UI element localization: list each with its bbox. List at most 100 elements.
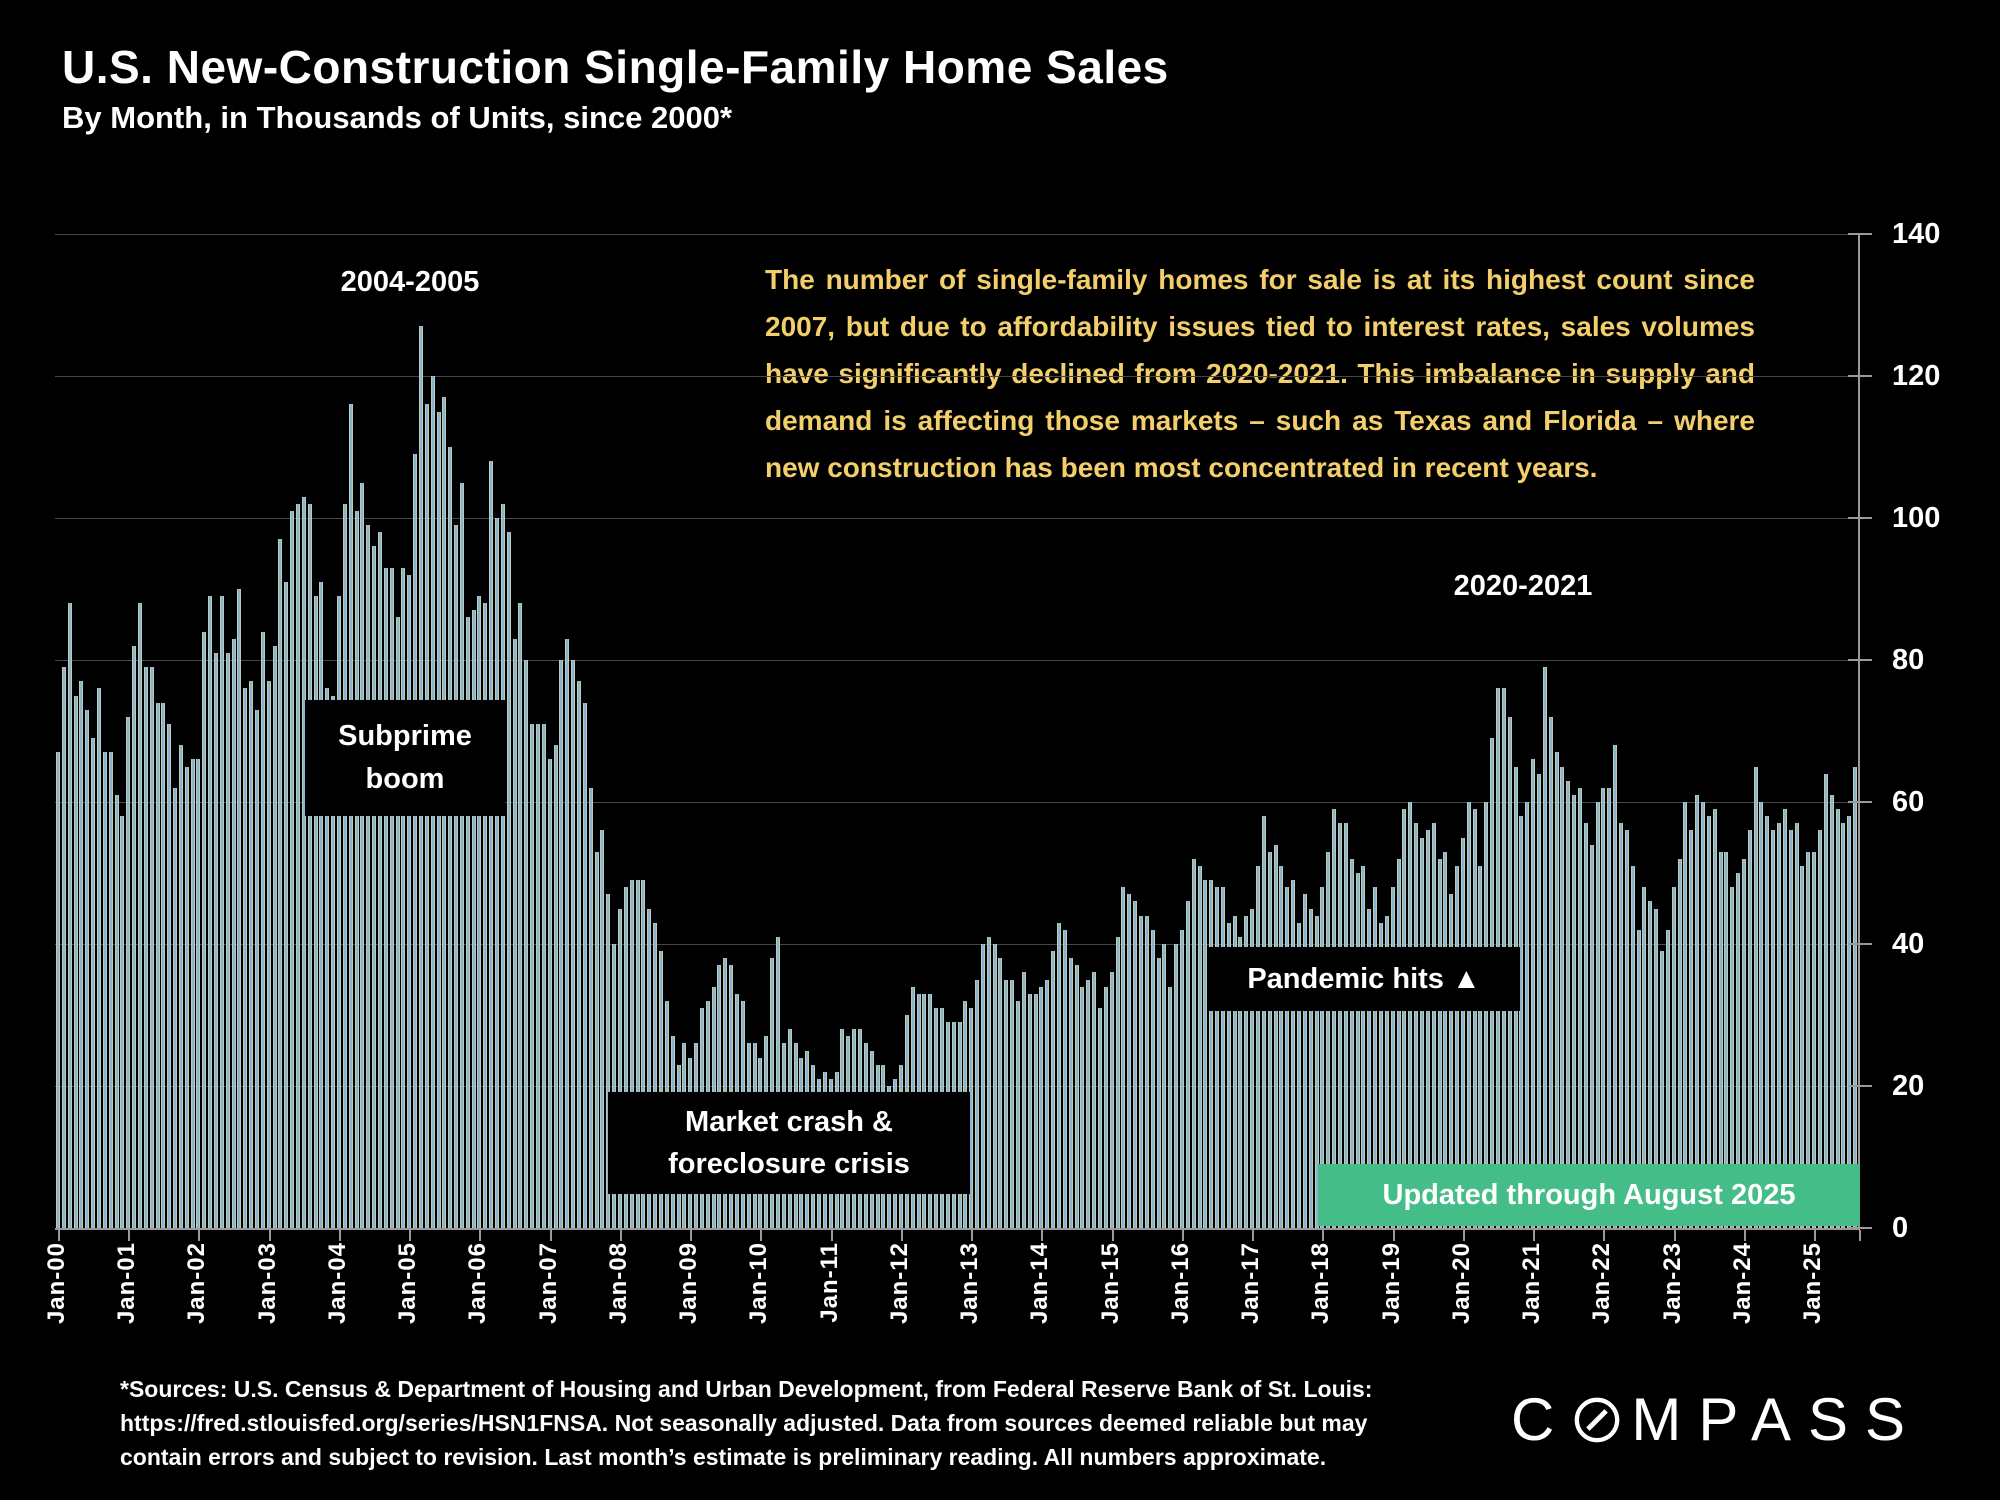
bar [1256,865,1261,1228]
bar [1589,844,1594,1228]
bar [272,645,277,1228]
gridline-60 [55,802,1858,803]
x-tick-Jan-02 [198,1230,201,1241]
bar [459,482,464,1228]
bar [1127,894,1132,1228]
bar [1057,922,1062,1228]
bar [296,503,300,1228]
source-footnote-line-2: https://fred.stlouisfed.org/series/HSN1F… [120,1410,1368,1436]
bar [1074,965,1079,1228]
bar [1847,816,1852,1228]
bar [998,958,1003,1228]
bar [1361,865,1366,1228]
y-tick-140 [1848,233,1872,235]
bar [465,617,470,1228]
bar [1203,880,1208,1228]
bar [1302,894,1307,1228]
annotation-market-crash: Market crash & foreclosure crisis [608,1092,970,1194]
bar [114,794,119,1228]
bar [1168,986,1173,1228]
bar [1097,1007,1102,1228]
bar [1004,979,1009,1228]
bar [617,908,622,1228]
bar [348,404,353,1228]
bar [629,880,634,1228]
x-tick-end [1859,1230,1861,1241]
x-tick-Jan-09 [690,1230,693,1241]
x-tick-label-Jan-19: Jan-19 [1377,1242,1405,1325]
bar [1016,1000,1021,1228]
x-tick-label-Jan-03: Jan-03 [253,1242,281,1325]
bar [1051,951,1056,1228]
bar [167,723,172,1228]
x-tick-label-Jan-17: Jan-17 [1237,1242,1265,1325]
bar [407,574,412,1228]
bar [1373,887,1378,1228]
bar [1537,773,1542,1228]
gridline-80 [55,660,1858,661]
bar [1279,865,1284,1228]
bar [477,596,482,1228]
bar [1010,979,1015,1228]
bar [1138,915,1143,1228]
x-tick-Jan-03 [268,1230,271,1241]
bar [1618,823,1623,1228]
y-tick-0 [1848,1227,1872,1229]
bar [319,581,324,1228]
bar [1338,823,1342,1228]
bar [1314,915,1319,1228]
bar [594,851,599,1228]
bar [1133,901,1138,1228]
bar [1812,851,1817,1228]
y-tick-label-140: 140 [1892,218,1941,250]
bar [495,518,500,1228]
x-tick-label-Jan-13: Jan-13 [956,1242,984,1325]
x-tick-label-Jan-20: Jan-20 [1447,1242,1475,1325]
bar [1677,858,1682,1228]
bar [108,752,113,1228]
bar [1320,887,1325,1228]
bar [208,596,213,1228]
bar [61,667,66,1228]
bar [1630,865,1635,1228]
bar [96,688,101,1228]
y-tick-80 [1848,659,1872,661]
bar [1191,858,1196,1228]
bar [1291,880,1296,1228]
bar [1150,929,1155,1228]
bar [354,510,359,1228]
x-tick-label-Jan-16: Jan-16 [1166,1242,1194,1325]
bar [647,908,652,1228]
y-tick-label-40: 40 [1892,928,1925,960]
x-tick-label-Jan-21: Jan-21 [1518,1242,1546,1325]
bar [1700,802,1705,1228]
bar [1636,929,1641,1228]
bar [1068,958,1073,1228]
y-tick-20 [1848,1085,1872,1087]
x-tick-Jan-07 [549,1230,552,1241]
bar [1033,993,1038,1228]
bar [1478,865,1483,1228]
bar [1086,979,1091,1228]
bar [1215,887,1220,1228]
bar [389,567,394,1228]
bar [1174,944,1179,1228]
bar [290,510,295,1228]
gridline-120 [55,376,1858,377]
bar [559,660,564,1228]
bar [992,944,997,1228]
bar [1121,887,1126,1228]
bar [1437,858,1442,1228]
bar [219,596,224,1228]
bar [623,887,628,1228]
bar [184,766,189,1228]
x-tick-Jan-19 [1392,1230,1395,1241]
bar [313,596,318,1228]
bar [506,532,511,1228]
x-tick-label-Jan-01: Jan-01 [113,1242,141,1325]
bar [500,503,505,1228]
bar [1583,823,1588,1228]
y-tick-label-60: 60 [1892,786,1925,818]
bar [1683,802,1688,1228]
x-tick-Jan-12 [900,1230,903,1241]
